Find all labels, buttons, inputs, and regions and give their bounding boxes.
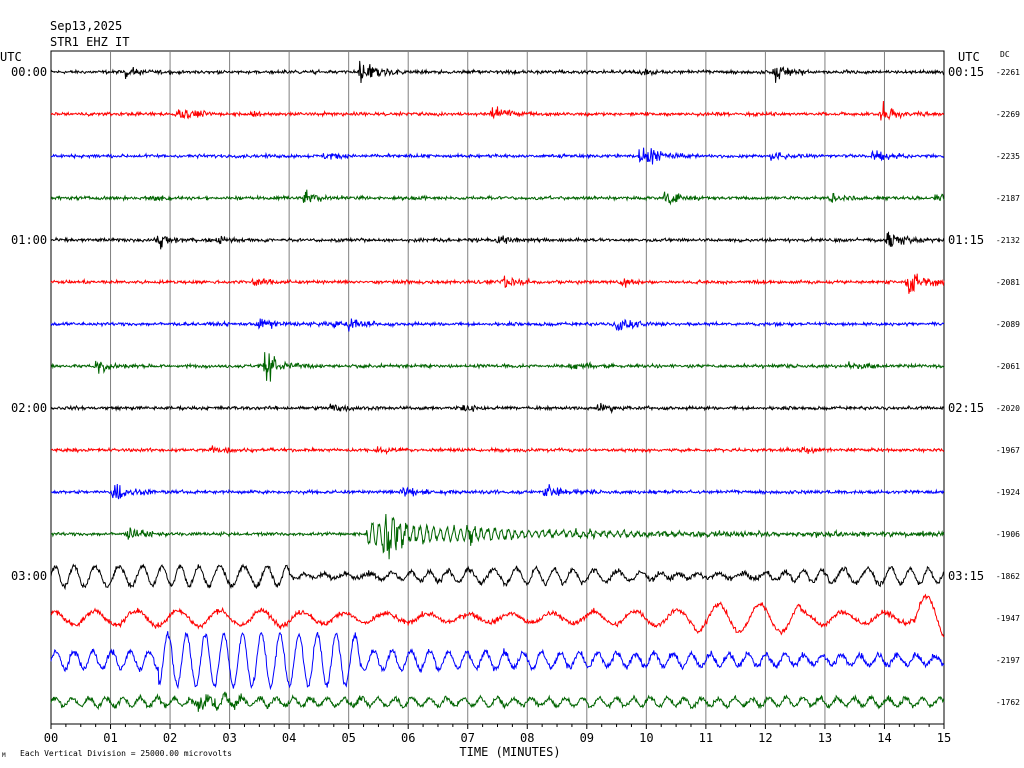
trace-row-10: [50, 483, 945, 500]
x-tick-label: 11: [699, 731, 713, 745]
dc-offset-label: -2081: [996, 278, 1020, 287]
x-tick-label: 14: [877, 731, 891, 745]
x-tick-label: 12: [758, 731, 772, 745]
trace-row-7: [50, 352, 945, 382]
x-tick-label: 01: [103, 731, 117, 745]
trace-row-12: [50, 563, 945, 591]
trace-row-13: [50, 593, 945, 638]
utc-label-right: UTC: [958, 50, 980, 64]
trace-row-2: [50, 147, 945, 165]
trace-row-3: [50, 189, 945, 206]
trace-row-15: [50, 691, 945, 712]
dc-label: DC: [1000, 50, 1010, 59]
dc-offset-label: -2197: [996, 656, 1020, 665]
dc-offset-label: -2089: [996, 320, 1020, 329]
x-tick-label: 07: [461, 731, 475, 745]
x-tick-label: 03: [222, 731, 236, 745]
dc-offset-label: -1906: [996, 530, 1020, 539]
trace-row-11: [50, 513, 945, 560]
dc-offset-label: -2235: [996, 152, 1020, 161]
x-tick-label: 04: [282, 731, 296, 745]
x-tick-label: 02: [163, 731, 177, 745]
dc-offset-label: -1967: [996, 446, 1020, 455]
scale-note: Each Vertical Division = 25000.00 microv…: [20, 749, 232, 758]
x-tick-label: 06: [401, 731, 415, 745]
dc-offset-label: -1924: [996, 488, 1020, 497]
header-date: Sep13,2025: [50, 19, 123, 33]
trace-rows: [50, 60, 945, 712]
dc-offset-label: -1862: [996, 572, 1020, 581]
trace-row-9: [51, 445, 945, 456]
right-time-label: 01:15: [948, 233, 984, 247]
time-grid: [50, 50, 945, 725]
trace-row-4: [50, 231, 945, 250]
x-axis-label: TIME (MINUTES): [459, 745, 560, 759]
dc-offset-label: -2261: [996, 68, 1020, 77]
left-time-label: 00:00: [11, 65, 47, 79]
left-time-label: 02:00: [11, 401, 47, 415]
utc-label-left: UTC: [0, 50, 22, 64]
left-time-label: 01:00: [11, 233, 47, 247]
left-time-label: 03:00: [11, 569, 47, 583]
trace-row-14: [50, 631, 945, 691]
row-labels: -2261 00:00 00:15 -2269 -2235 -2187 -2132 01:00…: [11, 65, 1020, 707]
x-tick-label: 00: [44, 731, 58, 745]
trace-row-8: [51, 402, 945, 415]
x-tick-label: 08: [520, 731, 534, 745]
right-time-label: 00:15: [948, 65, 984, 79]
trace-row-5: [50, 273, 945, 294]
trace-row-1: [50, 100, 945, 121]
plot-frame: [50, 50, 945, 725]
dc-offset-label: -1762: [996, 698, 1020, 707]
x-tick-label: 09: [580, 731, 594, 745]
dc-offset-label: -2020: [996, 404, 1020, 413]
dc-offset-label: -2187: [996, 194, 1020, 203]
header-station: STR1 EHZ IT: [50, 35, 130, 49]
trace-row-0: [50, 60, 945, 84]
dc-offset-label: -1947: [996, 614, 1020, 623]
x-tick-label: 10: [639, 731, 653, 745]
dc-offset-label: -2061: [996, 362, 1020, 371]
dc-offset-label: -2269: [996, 110, 1020, 119]
x-tick-label: 13: [818, 731, 832, 745]
time-axis: 00 01 02 03 04 05 06 07 08 09 10 11 12 13 14 15: [44, 724, 951, 745]
x-tick-label: 05: [341, 731, 355, 745]
trace-row-6: [50, 318, 945, 332]
right-time-label: 03:15: [948, 569, 984, 583]
right-time-label: 02:15: [948, 401, 984, 415]
x-tick-label: 15: [937, 731, 951, 745]
corner-mark: M: [2, 752, 6, 759]
dc-offset-label: -2132: [996, 236, 1020, 245]
